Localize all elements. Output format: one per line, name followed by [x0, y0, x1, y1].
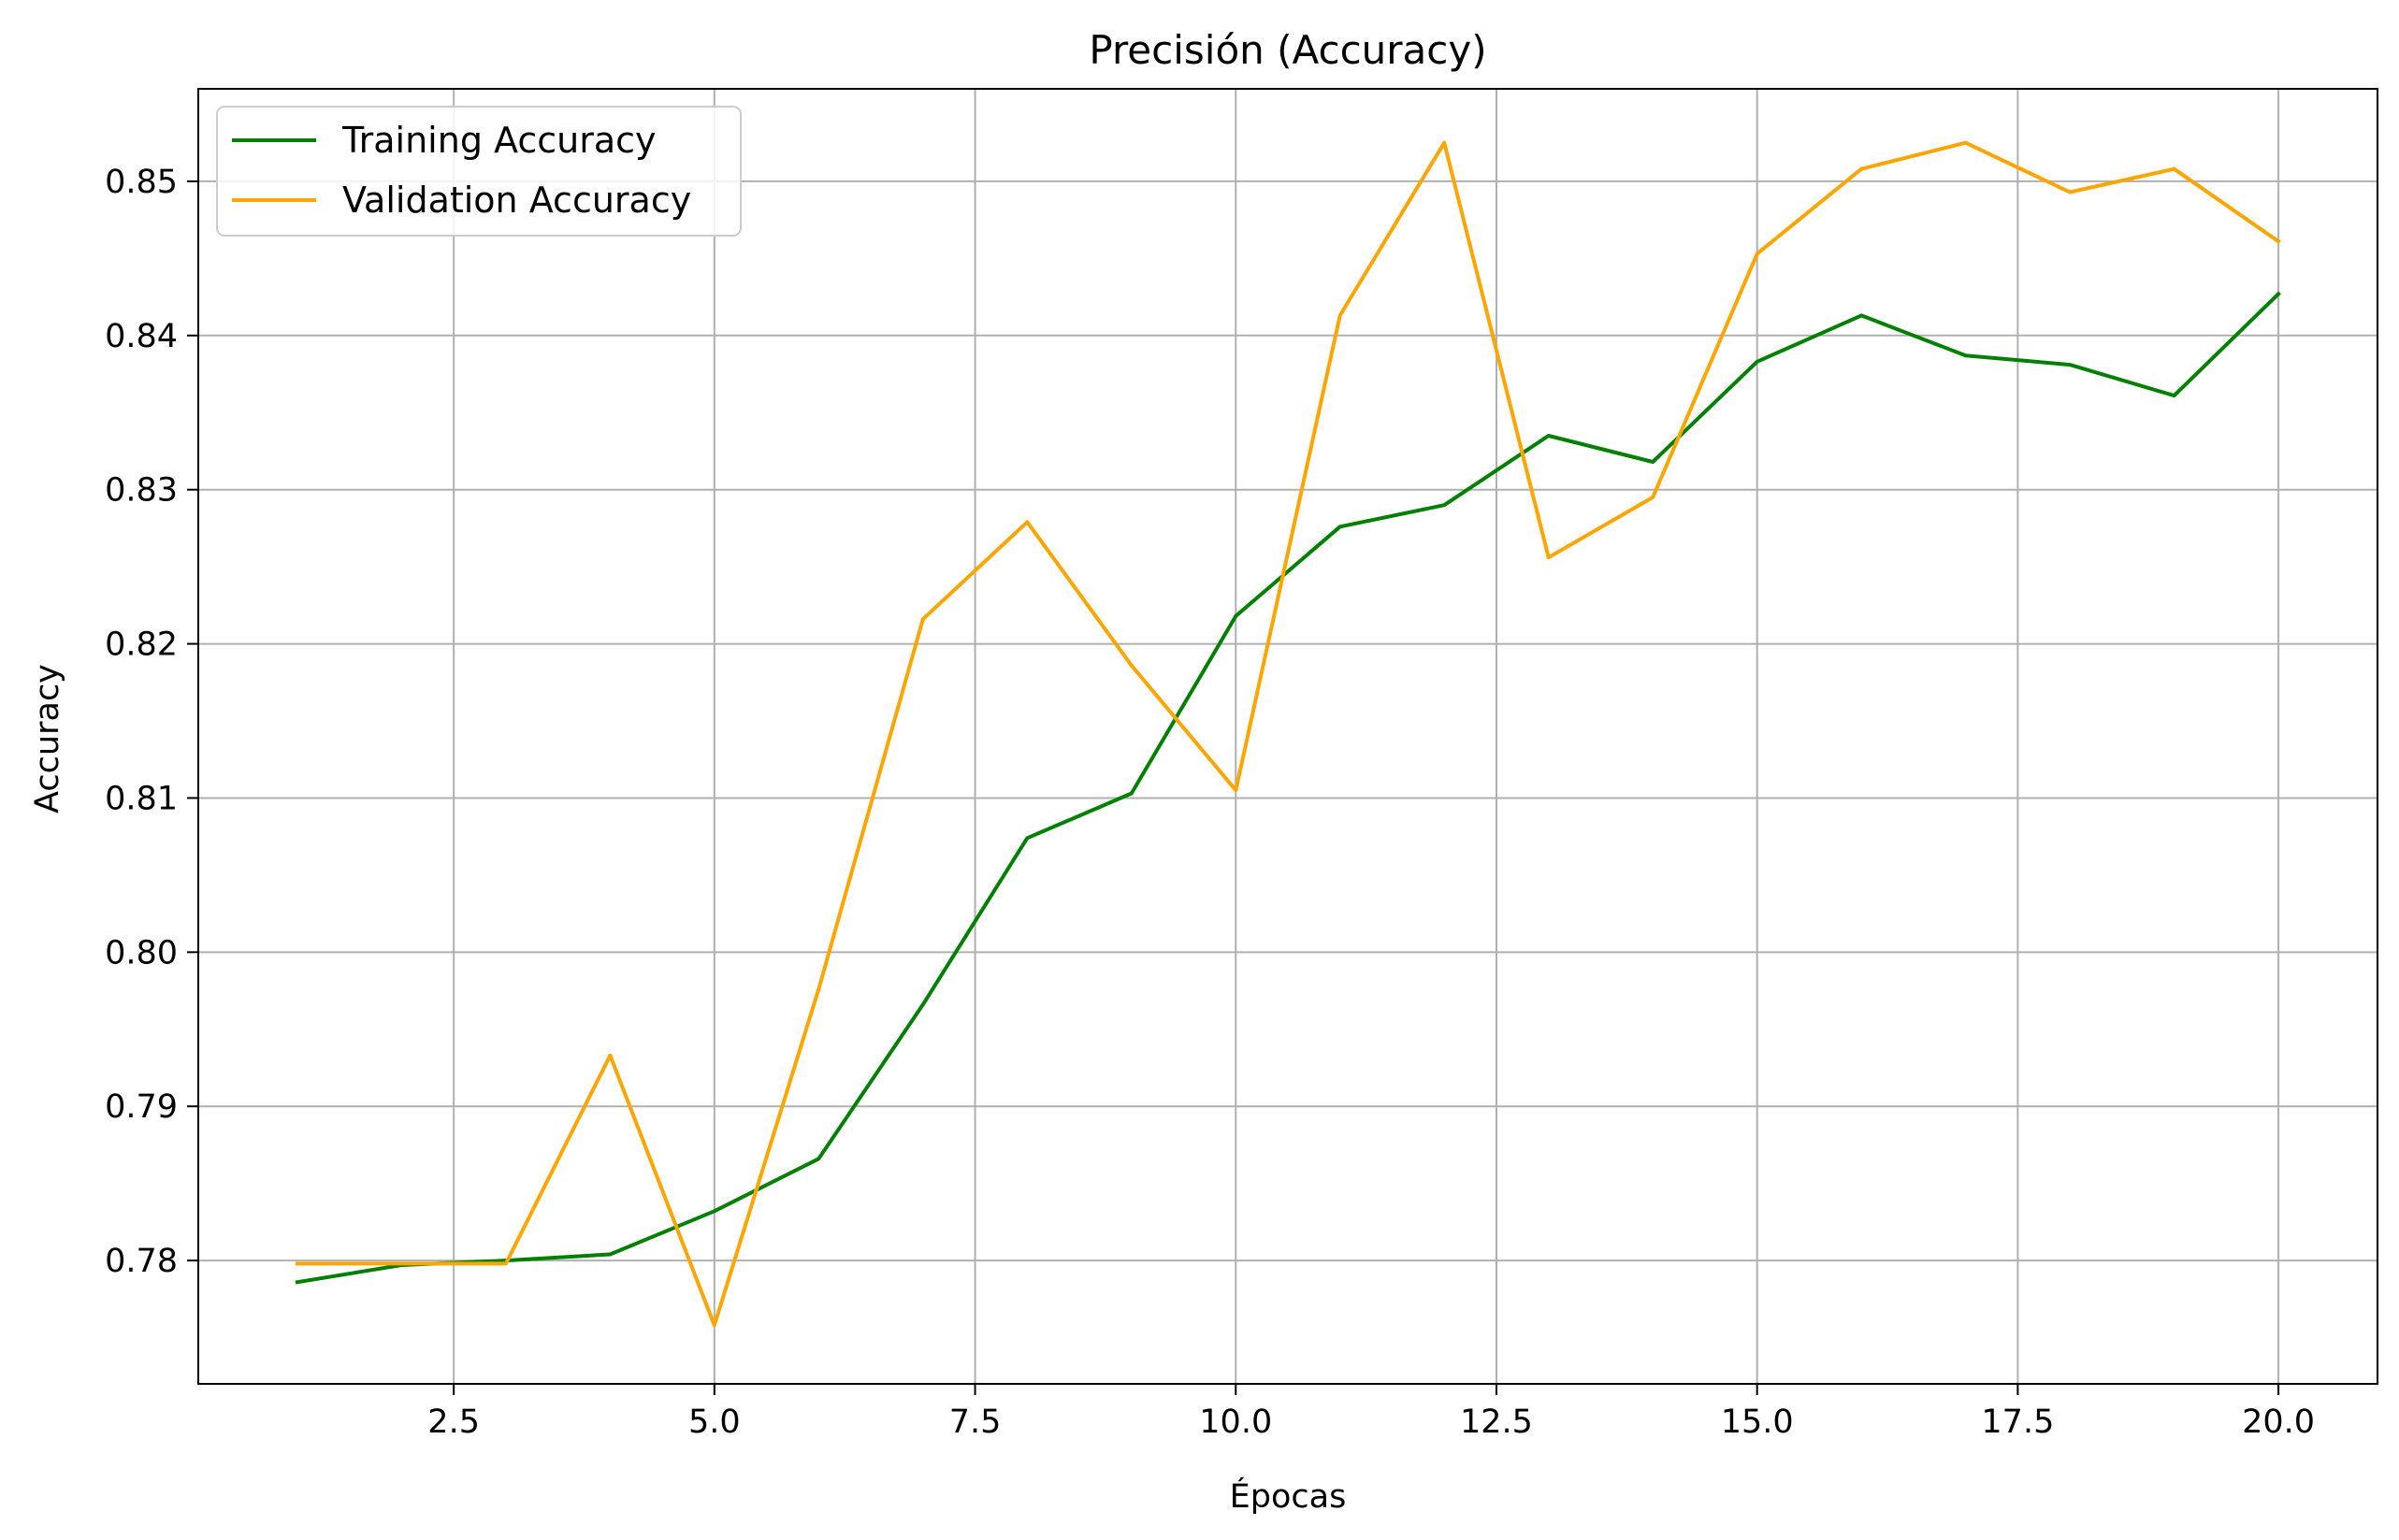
training-accuracy-line: [295, 291, 2281, 1285]
series-lines: [295, 140, 2281, 1328]
y-tick-label: 0.78: [105, 1243, 178, 1280]
y-axis-label: Accuracy: [29, 664, 66, 813]
y-axis-ticks: 0.78 0.79 0.80 0.81 0.82 0.83 0.84 0.85: [105, 164, 198, 1280]
y-tick-label: 0.82: [105, 626, 178, 664]
y-tick-label: 0.84: [105, 318, 178, 355]
x-tick-label: 15.0: [1721, 1403, 1794, 1441]
legend-box: [216, 106, 742, 237]
legend-label-validation: Validation Accuracy: [342, 180, 691, 221]
x-axis-ticks: 2.5 5.0 7.5 10.0 12.5 15.0 17.5 20.0: [427, 1384, 2315, 1441]
x-tick-label: 2.5: [427, 1403, 480, 1441]
validation-accuracy-line: [295, 140, 2281, 1328]
x-tick-label: 12.5: [1460, 1403, 1533, 1441]
y-tick-label: 0.81: [105, 780, 178, 817]
y-tick-label: 0.83: [105, 472, 178, 510]
chart-title: Precisión (Accuracy): [1089, 27, 1486, 73]
y-tick-label: 0.85: [105, 164, 178, 201]
x-tick-label: 7.5: [949, 1403, 1002, 1441]
legend-label-training: Training Accuracy: [341, 120, 657, 161]
x-tick-label: 17.5: [1981, 1403, 2054, 1441]
plot-area: [198, 89, 2377, 1384]
y-tick-label: 0.79: [105, 1088, 178, 1126]
grid: [198, 89, 2377, 1384]
x-tick-label: 5.0: [688, 1403, 741, 1441]
x-tick-label: 10.0: [1199, 1403, 1272, 1441]
y-tick-label: 0.80: [105, 934, 178, 971]
x-axis-label: Épocas: [1230, 1476, 1347, 1516]
axes-frame: [197, 88, 2378, 1385]
legend: Training Accuracy Validation Accuracy: [216, 106, 742, 237]
x-tick-label: 20.0: [2242, 1403, 2315, 1441]
